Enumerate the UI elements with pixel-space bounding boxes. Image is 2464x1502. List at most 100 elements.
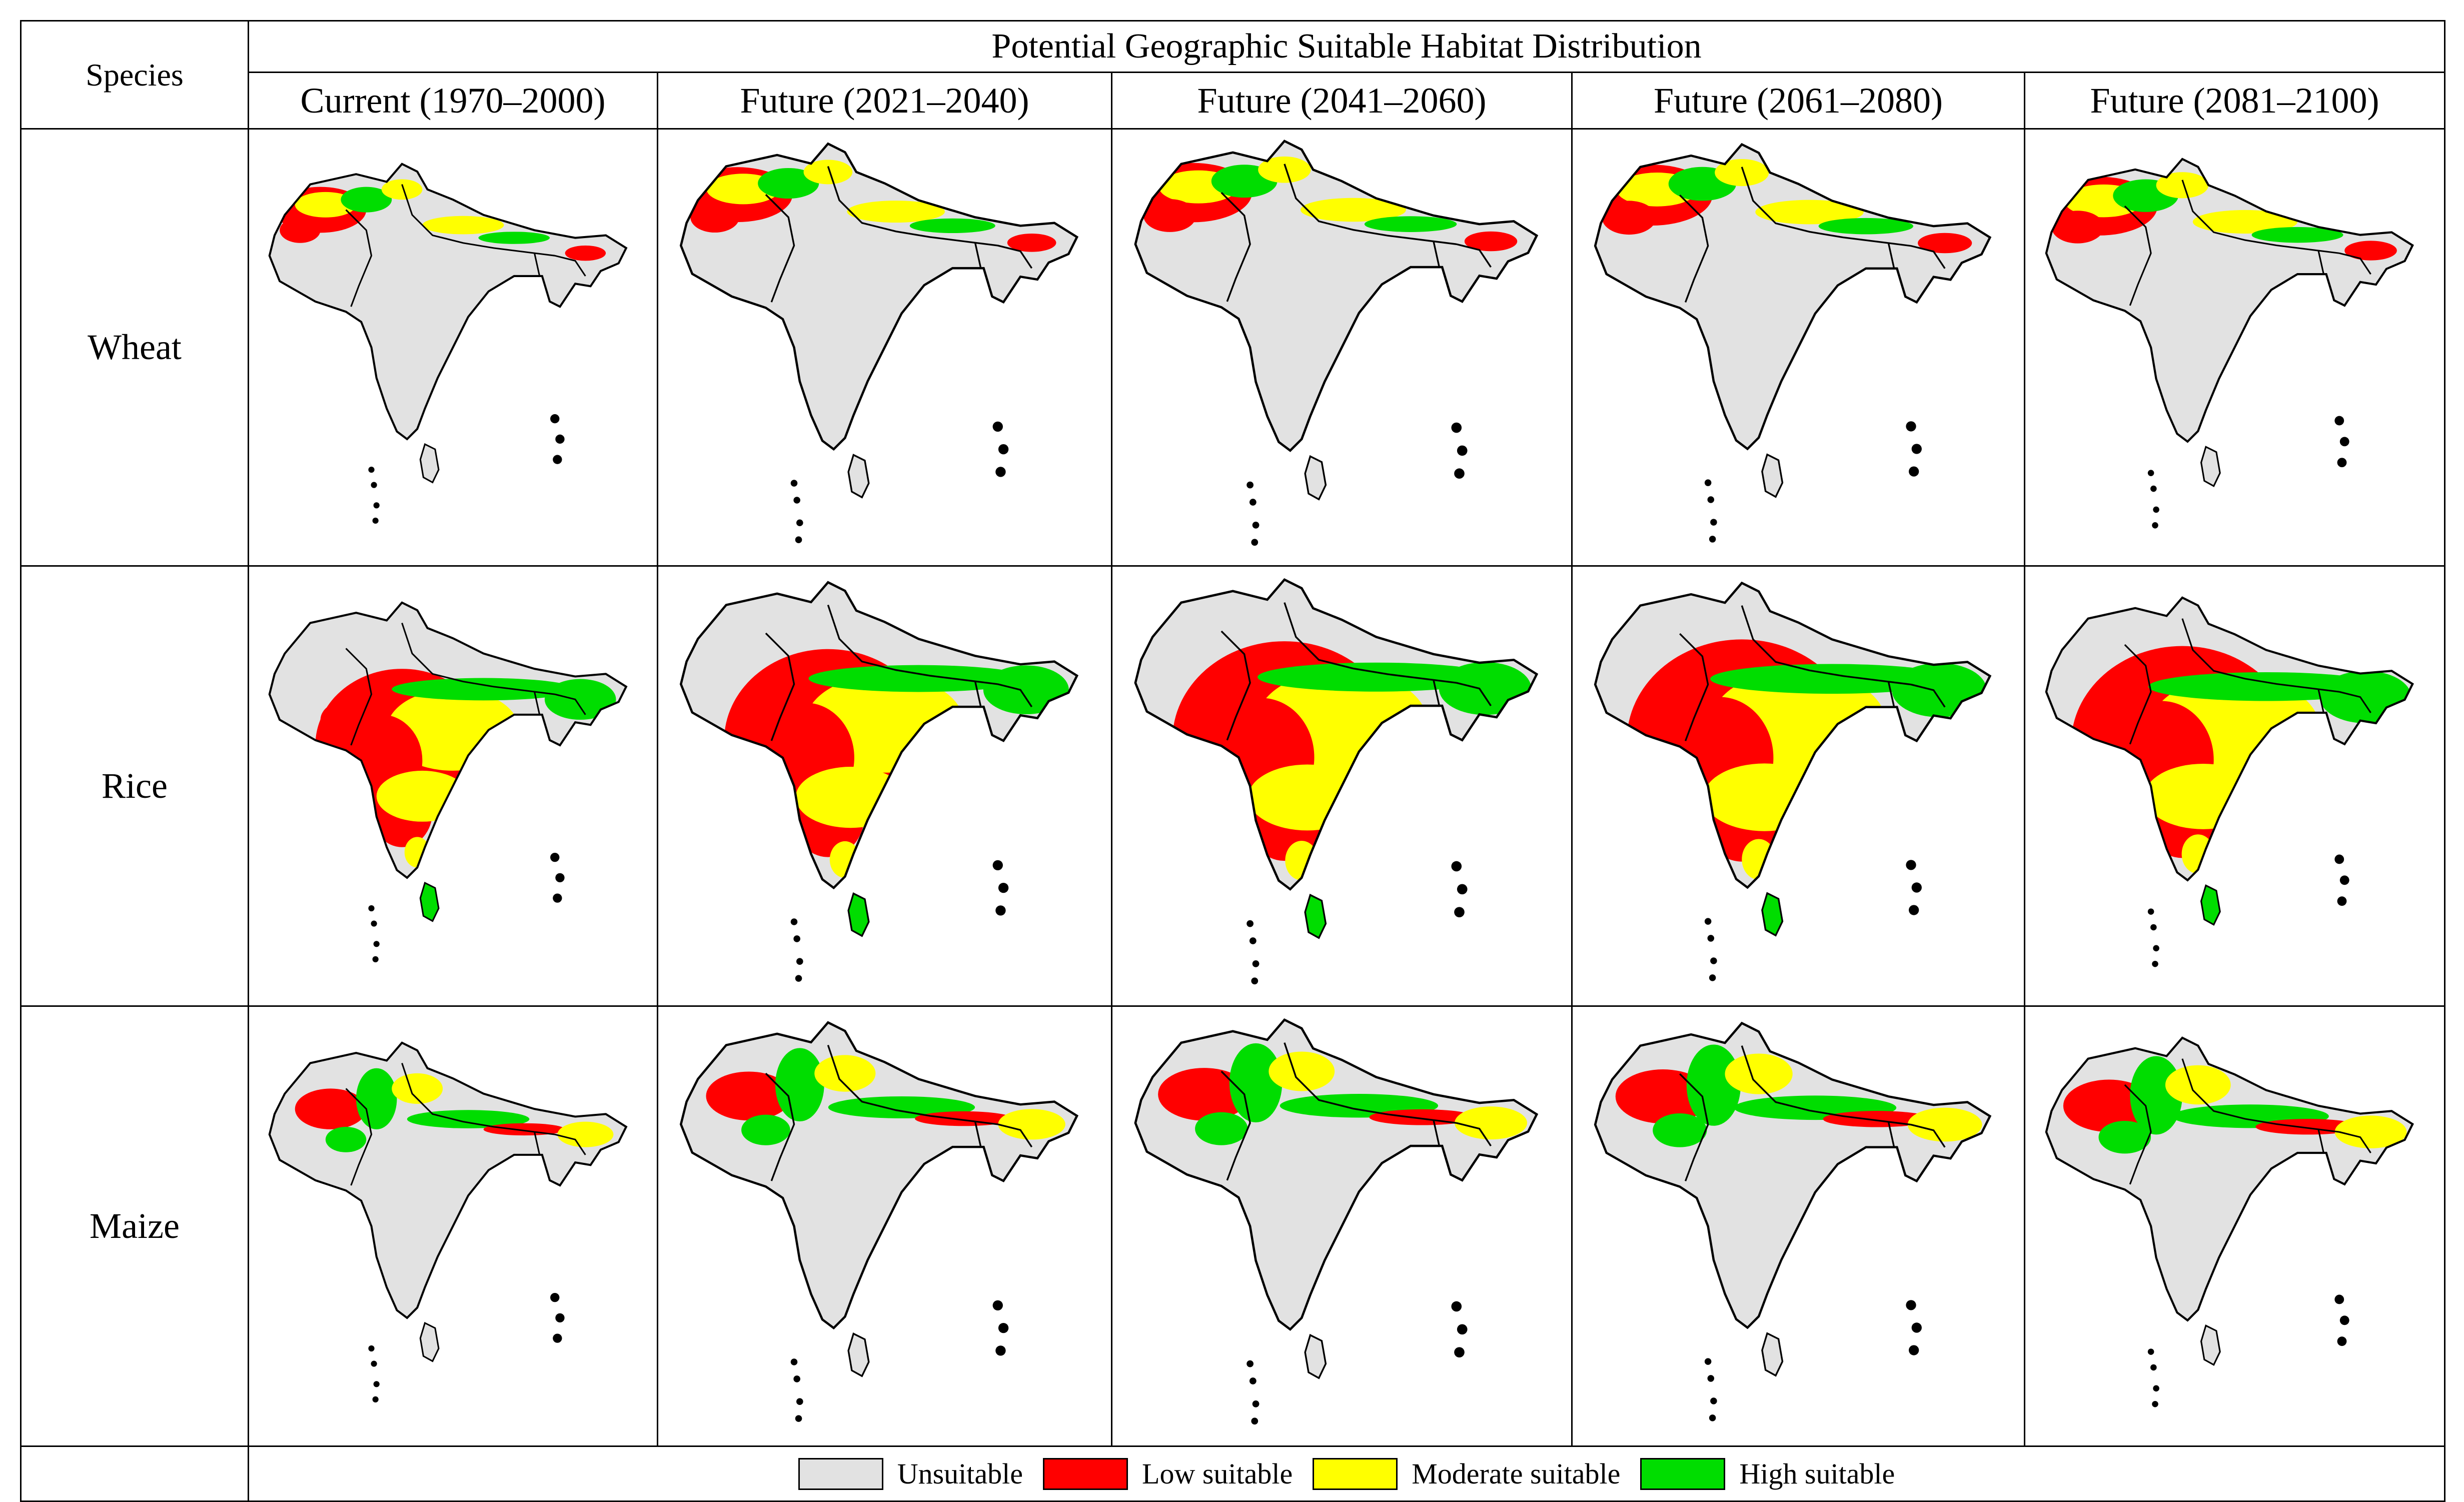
- zone-low: [690, 202, 739, 233]
- zone-low: [2090, 692, 2169, 744]
- island-dot: [373, 941, 380, 947]
- zone-low: [1615, 1069, 1711, 1124]
- island-dot: [1454, 907, 1465, 918]
- zone-high: [808, 665, 1029, 692]
- island-dot: [368, 466, 375, 473]
- island-dot: [1451, 422, 1462, 433]
- island-dot: [553, 893, 562, 903]
- island-dot: [2337, 1336, 2347, 1346]
- suitability-map: [249, 567, 657, 963]
- zone-high: [1195, 1112, 1248, 1145]
- suitability-layer: [295, 1068, 614, 1152]
- habitat-grid: Species Potential Geographic Suitable Ha…: [20, 20, 2445, 1502]
- map-cell: [248, 128, 658, 567]
- island-dot: [998, 1323, 1009, 1333]
- region-unsuitable: [1135, 1019, 1537, 1329]
- zone-high: [341, 187, 392, 213]
- suitability-layer: [706, 1048, 1065, 1145]
- zone-moderate: [2165, 1065, 2231, 1105]
- species-header: Species: [20, 20, 249, 130]
- island-dot: [998, 444, 1009, 455]
- island-dot: [368, 1345, 375, 1352]
- island-sri-lanka: [2200, 1324, 2221, 1366]
- zone-high: [1892, 663, 1987, 718]
- zone-moderate: [1455, 1106, 1528, 1140]
- zone-low: [1187, 685, 1267, 738]
- zone-moderate: [1755, 200, 1864, 225]
- island-dot: [1709, 536, 1716, 543]
- island-dot: [553, 455, 562, 464]
- zone-moderate: [998, 1109, 1065, 1140]
- island-dot: [992, 860, 1003, 871]
- island-dot: [372, 956, 379, 963]
- island-dot: [1707, 496, 1715, 503]
- island-sri-lanka: [1761, 1332, 1784, 1377]
- island-dot: [2339, 875, 2349, 885]
- suitability-layer: [1595, 159, 1972, 254]
- island-dot: [1908, 905, 1919, 915]
- suitability-map: [658, 1007, 1111, 1422]
- island-sri-lanka: [1304, 1334, 1327, 1379]
- island-dot: [1454, 1347, 1465, 1358]
- island-dot: [2334, 1294, 2344, 1304]
- island-dot: [2153, 945, 2159, 952]
- map-cell: [1571, 128, 2025, 567]
- zone-high: [544, 679, 616, 720]
- species-row: Rice: [20, 565, 2445, 1007]
- zone-low: [1007, 233, 1056, 252]
- island-dot: [1704, 479, 1712, 486]
- island-dot: [1252, 522, 1260, 529]
- zone-low: [1602, 201, 1656, 235]
- map-cell: [2024, 128, 2445, 567]
- island-dot: [2339, 437, 2349, 447]
- zone-moderate: [1269, 1051, 1335, 1091]
- island-dot: [371, 1360, 377, 1367]
- zone-low: [1143, 199, 1196, 232]
- suitability-layer: [315, 669, 616, 868]
- figure-title: Potential Geographic Suitable Habitat Di…: [248, 20, 2445, 73]
- zone-moderate: [392, 1073, 443, 1104]
- species-label: Wheat: [20, 128, 249, 567]
- island-sri-lanka: [1761, 892, 1784, 937]
- island-sri-lanka: [847, 892, 870, 937]
- island-sri-lanka: [847, 454, 870, 499]
- suitability-map: [658, 130, 1111, 543]
- island-dot: [373, 1381, 380, 1387]
- zone-high: [1364, 216, 1457, 232]
- island-dot: [1906, 1300, 1916, 1310]
- period-header: Current (1970–2000): [248, 72, 658, 130]
- suitability-map: [1112, 567, 1571, 985]
- island-dot: [795, 975, 802, 982]
- island-dot: [550, 853, 560, 862]
- island-dot: [790, 918, 798, 925]
- zone-moderate: [2156, 172, 2209, 199]
- island-dot: [1457, 445, 1468, 456]
- island-sri-lanka: [847, 1332, 870, 1377]
- island-dot: [1709, 1414, 1716, 1421]
- island-dot: [995, 467, 1006, 477]
- zone-moderate: [1248, 764, 1367, 831]
- island-sri-lanka: [1304, 894, 1327, 939]
- island-dot: [1454, 468, 1465, 479]
- legend-swatch: [1313, 1457, 1398, 1490]
- zone-high: [909, 218, 995, 234]
- zone-high: [1229, 1043, 1283, 1123]
- island-sri-lanka: [2200, 446, 2221, 487]
- zone-low: [2344, 241, 2397, 261]
- island-dot: [371, 482, 377, 488]
- zone-moderate: [557, 1121, 614, 1147]
- island-dot: [1707, 935, 1715, 942]
- legend-spacer: [20, 1445, 249, 1502]
- zone-low: [706, 1071, 792, 1121]
- zone-high: [1653, 1113, 1707, 1147]
- island-dot: [1710, 1397, 1717, 1404]
- legend-item-moderate: Moderate suitable: [1313, 1457, 1620, 1490]
- island-dot: [1704, 918, 1712, 925]
- suitability-map: [249, 130, 657, 524]
- island-dot: [992, 421, 1003, 432]
- island-dot: [2147, 908, 2154, 915]
- island-dot: [2337, 896, 2347, 906]
- island-dot: [372, 1396, 379, 1403]
- zone-moderate: [295, 192, 356, 218]
- period-header: Future (2021–2040): [657, 72, 1112, 130]
